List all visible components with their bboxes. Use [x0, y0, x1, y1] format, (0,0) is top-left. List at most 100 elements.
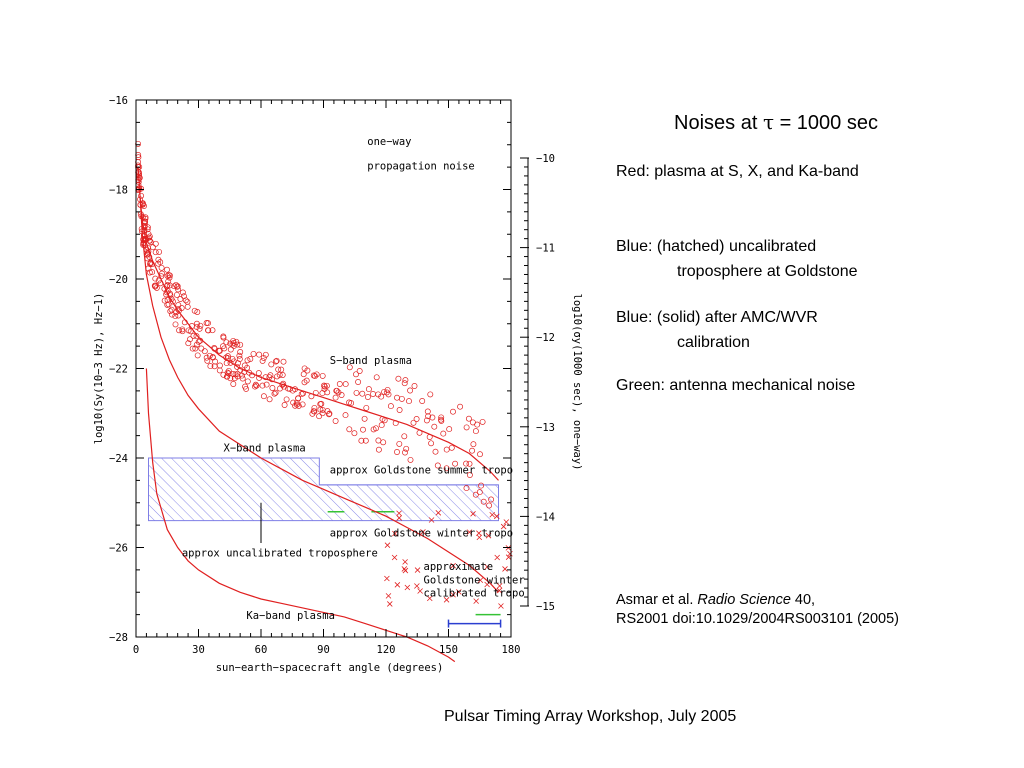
data-point — [375, 446, 382, 453]
y-tick-label: −22 — [109, 364, 128, 376]
data-point — [159, 270, 165, 277]
annotation-summer-tropo: approx Goldstone summer tropo — [330, 465, 513, 477]
data-point — [193, 341, 200, 348]
data-point — [164, 266, 170, 273]
data-point — [292, 402, 299, 409]
title-prefix: Noises at — [674, 112, 763, 134]
cross-point — [401, 566, 408, 572]
data-point — [176, 327, 183, 334]
data-point — [227, 346, 234, 353]
data-point — [262, 374, 269, 381]
data-point — [174, 283, 181, 290]
data-point — [353, 371, 359, 378]
data-point — [424, 408, 431, 415]
right-y-tick-label: −14 — [536, 511, 555, 523]
data-point — [236, 352, 243, 359]
data-point — [142, 214, 149, 221]
data-point — [446, 426, 453, 433]
y-tick-label: −24 — [109, 453, 128, 465]
annotation-one-way: one−way — [367, 136, 411, 148]
data-point — [383, 389, 390, 396]
data-point — [434, 462, 441, 469]
data-point — [194, 352, 201, 359]
right-y-axis-label: log10(σy(1000 sec), one−way) — [571, 293, 583, 470]
data-point — [247, 356, 254, 362]
data-point — [443, 465, 450, 472]
cross-point — [384, 575, 390, 582]
cross-point — [392, 530, 398, 537]
plasma-curve-s-band — [137, 167, 499, 481]
data-point — [293, 399, 300, 406]
data-point — [156, 248, 163, 255]
data-point — [478, 482, 485, 489]
data-point — [313, 371, 320, 378]
data-point — [175, 302, 182, 309]
data-point — [230, 371, 237, 377]
tau-symbol: τ — [762, 110, 775, 134]
data-point — [411, 383, 418, 389]
data-point — [272, 389, 279, 396]
cross-point — [473, 598, 479, 604]
x-tick-label: 150 — [439, 644, 458, 656]
data-point — [252, 383, 258, 390]
data-point — [319, 390, 326, 397]
right-y-tick-label: −11 — [536, 243, 555, 255]
data-point — [432, 448, 439, 455]
data-point — [280, 358, 287, 365]
data-point — [244, 364, 251, 371]
y-tick-label: −16 — [109, 95, 128, 107]
data-point — [175, 286, 182, 293]
annotation-ka-band-plasma: Ka−band plasma — [246, 610, 335, 622]
cross-point — [394, 582, 401, 588]
data-point — [472, 428, 479, 435]
data-point — [269, 385, 276, 391]
data-point — [155, 256, 162, 263]
data-point — [216, 362, 223, 369]
data-point — [239, 375, 246, 382]
data-point — [360, 426, 366, 433]
data-point — [146, 269, 153, 276]
data-point — [172, 313, 179, 320]
data-point — [466, 460, 473, 467]
data-point — [488, 496, 495, 503]
data-point — [477, 451, 483, 458]
data-point — [316, 413, 323, 420]
data-point — [253, 382, 260, 389]
data-point — [165, 301, 172, 308]
data-point — [423, 417, 430, 424]
data-point — [147, 239, 154, 245]
data-point — [438, 414, 445, 421]
citation-volume: 40, — [790, 592, 816, 608]
data-point — [324, 389, 331, 396]
data-point — [178, 305, 185, 311]
data-point — [271, 390, 278, 397]
data-point — [152, 283, 159, 290]
cross-point — [498, 603, 504, 609]
cross-point — [404, 584, 411, 591]
data-point — [356, 368, 363, 374]
data-point — [358, 437, 365, 444]
legend-blue-hatched-line1: Blue: (hatched) uncalibrated — [616, 238, 817, 255]
data-point — [207, 363, 214, 370]
legend-blue-solid-line1: Blue: (solid) after AMC/WVR — [616, 309, 818, 326]
data-point — [190, 332, 197, 339]
data-point — [166, 282, 173, 289]
data-point — [312, 373, 318, 380]
data-point — [236, 356, 243, 362]
data-point — [359, 390, 366, 397]
data-point — [279, 372, 286, 378]
data-point — [220, 343, 226, 350]
data-point — [174, 283, 181, 290]
data-point — [230, 339, 237, 346]
data-point — [398, 395, 405, 402]
data-point — [155, 260, 162, 267]
data-point — [321, 382, 327, 389]
data-point — [268, 361, 275, 368]
data-point — [457, 403, 464, 410]
data-point — [310, 372, 317, 379]
data-point — [242, 383, 249, 390]
data-point — [365, 386, 372, 393]
data-point — [299, 401, 306, 408]
data-point — [138, 185, 145, 192]
data-point — [224, 353, 231, 360]
